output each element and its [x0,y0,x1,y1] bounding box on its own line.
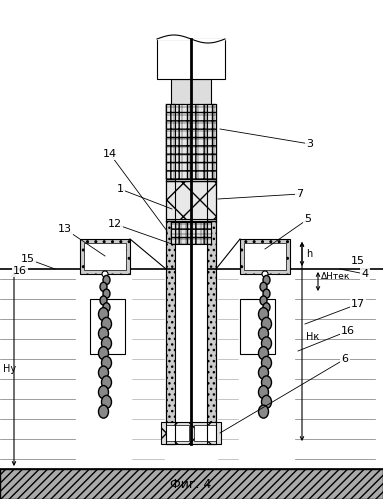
Ellipse shape [101,395,111,408]
Ellipse shape [103,303,110,312]
Ellipse shape [98,386,108,399]
Bar [80,239,130,274]
Bar [166,104,175,444]
Ellipse shape [100,296,107,305]
Text: 15: 15 [21,254,35,264]
Ellipse shape [262,395,272,408]
Ellipse shape [260,296,267,305]
Text: 17: 17 [351,299,365,309]
Text: ΔНтек: ΔНтек [321,272,350,281]
Text: 16: 16 [341,326,355,336]
Bar [0,469,383,499]
Text: Ну: Ну [3,364,16,374]
Bar [84,243,126,270]
Text: 14: 14 [103,149,117,159]
Ellipse shape [260,282,267,291]
Ellipse shape [262,337,272,350]
Circle shape [262,271,268,277]
Ellipse shape [98,307,108,321]
Ellipse shape [259,307,268,321]
Ellipse shape [101,317,111,330]
Bar [240,299,275,354]
Bar [90,299,125,354]
Ellipse shape [101,337,111,350]
Text: h: h [306,249,312,259]
Ellipse shape [262,376,272,389]
Bar [166,104,175,444]
Bar [166,181,216,219]
Text: Фиг. 4: Фиг. 4 [170,479,212,492]
Text: 12: 12 [108,219,122,229]
Bar [171,222,211,244]
Ellipse shape [98,347,108,360]
Text: 4: 4 [362,269,368,279]
Bar [157,39,225,79]
Ellipse shape [259,327,268,340]
Ellipse shape [98,327,108,340]
Text: 13: 13 [58,224,72,234]
Bar [171,79,211,104]
Ellipse shape [259,405,268,418]
Ellipse shape [263,275,270,284]
Text: 7: 7 [296,189,304,199]
Ellipse shape [259,366,268,379]
Circle shape [102,271,108,277]
Text: 15: 15 [351,256,365,266]
Ellipse shape [98,405,108,418]
Text: 3: 3 [306,139,314,149]
Bar [194,425,216,441]
Bar [207,104,216,444]
Bar [240,239,290,274]
Bar [161,422,221,444]
Ellipse shape [259,347,268,360]
Bar [175,104,207,444]
Bar [166,425,189,441]
Ellipse shape [262,317,272,330]
Text: 5: 5 [304,214,311,224]
Bar [244,243,286,270]
Ellipse shape [101,376,111,389]
Text: 1: 1 [116,184,123,194]
Ellipse shape [262,356,272,369]
Ellipse shape [103,289,110,298]
Ellipse shape [103,275,110,284]
Text: Нк: Нк [306,331,319,341]
Ellipse shape [263,303,270,312]
Ellipse shape [98,366,108,379]
Bar [207,104,216,444]
Ellipse shape [100,282,107,291]
Bar [166,104,216,179]
Text: 6: 6 [342,354,349,364]
Ellipse shape [101,356,111,369]
Ellipse shape [263,289,270,298]
Ellipse shape [259,386,268,399]
Text: 16: 16 [13,266,27,276]
